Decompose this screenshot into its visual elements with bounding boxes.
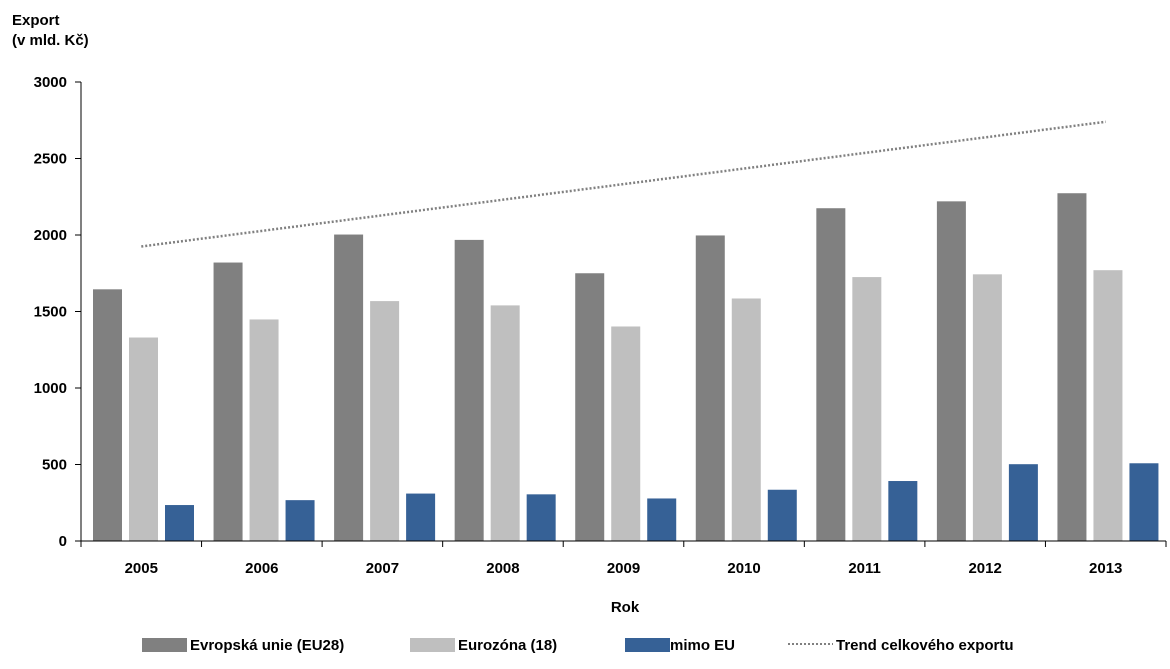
legend-label: Evropská unie (EU28)	[190, 637, 344, 654]
legend-swatch	[625, 638, 670, 652]
y-tick-label: 3000	[34, 74, 67, 91]
bar	[526, 494, 556, 541]
bar	[1129, 463, 1159, 541]
x-tick-label: 2011	[848, 560, 881, 577]
x-axis-title: Rok	[611, 599, 640, 616]
x-tick-label: 2013	[1089, 560, 1122, 577]
bar	[647, 498, 677, 541]
legend-label: Eurozóna (18)	[458, 637, 557, 654]
bar	[1008, 464, 1038, 541]
x-tick-label: 2006	[245, 560, 278, 577]
bar	[93, 289, 122, 541]
y-tick-label: 500	[42, 457, 67, 474]
bar	[406, 493, 436, 541]
bar	[490, 305, 520, 541]
bar	[852, 277, 882, 541]
x-axis: 2005 2006 2007 2008 2009 2010 2011 2012 2013	[80, 540, 1167, 577]
x-tick-label: 2007	[366, 560, 399, 577]
bar	[575, 273, 605, 541]
legend-label: mimo EU	[670, 637, 735, 654]
bar	[695, 235, 725, 542]
bar	[731, 298, 761, 541]
bar	[334, 234, 364, 541]
y-axis-title: Export (v mld. Kč)	[12, 12, 89, 49]
x-tick-label: 2009	[607, 560, 640, 577]
legend: Evropská unie (EU28) Eurozóna (18) mimo EU…	[142, 637, 1014, 654]
legend-swatch	[142, 638, 187, 652]
bar	[1057, 193, 1087, 541]
x-tick-label: 2010	[727, 560, 760, 577]
bar	[1093, 270, 1123, 541]
bar	[936, 201, 966, 541]
bar	[285, 500, 315, 541]
bar	[129, 337, 158, 541]
bars	[93, 193, 1159, 542]
bar	[972, 274, 1002, 541]
legend-swatch	[410, 638, 455, 652]
y-tick-label: 0	[59, 533, 67, 550]
legend-label: Trend celkového exportu	[836, 637, 1014, 654]
x-tick-label: 2008	[486, 560, 519, 577]
bar	[454, 239, 484, 541]
y-tick-label: 2500	[34, 151, 67, 168]
y-tick-label: 2000	[34, 227, 67, 244]
bar	[370, 301, 400, 541]
bar	[611, 326, 641, 541]
bar	[165, 505, 194, 541]
y-tick-label: 1500	[34, 304, 67, 321]
y-axis: 0 500 1000 1500 2000 2500 3000	[34, 74, 82, 550]
bar	[249, 319, 279, 541]
bar	[888, 481, 918, 541]
x-tick-label: 2012	[968, 560, 1001, 577]
x-tick-label: 2005	[125, 560, 158, 577]
y-tick-label: 1000	[34, 380, 67, 397]
bar	[767, 489, 797, 541]
bar	[816, 208, 846, 541]
bar	[213, 262, 243, 541]
